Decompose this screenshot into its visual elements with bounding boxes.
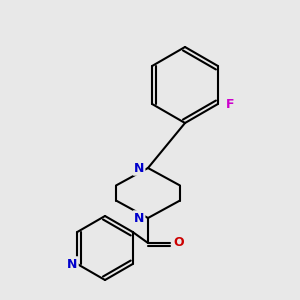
Text: N: N [134, 161, 144, 175]
Text: F: F [226, 98, 234, 110]
Text: N: N [67, 257, 77, 271]
Text: N: N [134, 212, 144, 224]
Text: O: O [174, 236, 184, 250]
